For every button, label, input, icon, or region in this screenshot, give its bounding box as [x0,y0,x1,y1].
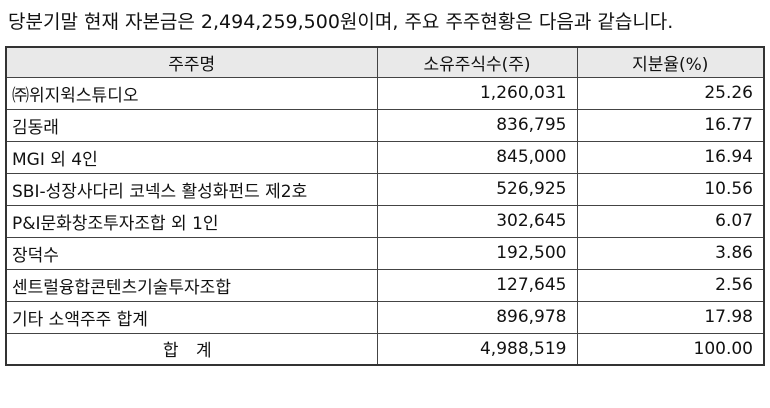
table-row: 기타 소액주주 합계 896,978 17.98 [5,300,765,334]
header-ownership-ratio: 지분율(%) [576,46,765,78]
table-row: 장덕수 192,500 3.86 [5,236,765,270]
table-row: ㈜위지윅스튜디오 1,260,031 25.26 [5,76,765,110]
table-row: P&I문화창조투자조합 외 1인 302,645 6.07 [5,204,765,238]
shareholder-name: MGI 외 4인 [5,140,378,174]
shareholder-table: 주주명 소유주식수(주) 지분율(%) ㈜위지윅스튜디오 1,260,031 2… [5,46,765,366]
table-header-row: 주주명 소유주식수(주) 지분율(%) [5,46,765,78]
shareholder-name: 센트럴융합콘텐츠기술투자조합 [5,268,378,302]
table-row: SBI-성장사다리 코넥스 활성화펀드 제2호 526,925 10.56 [5,172,765,206]
ownership-ratio: 17.98 [576,300,765,334]
shareholder-name: 기타 소액주주 합계 [5,300,378,334]
intro-text: 당분기말 현재 자본금은 2,494,259,500원이며, 주요 주주현황은 … [8,11,674,33]
total-row: 합 계 4,988,519 100.00 [5,332,765,366]
total-label: 합 계 [5,332,378,366]
ownership-ratio: 25.26 [576,76,765,110]
shares-owned: 836,795 [376,108,578,142]
header-shareholder-name: 주주명 [5,46,378,78]
shares-owned: 302,645 [376,204,578,238]
ownership-ratio: 6.07 [576,204,765,238]
ownership-ratio: 16.94 [576,140,765,174]
shares-owned: 127,645 [376,268,578,302]
shareholder-name: P&I문화창조투자조합 외 1인 [5,204,378,238]
shareholder-name: 장덕수 [5,236,378,270]
header-shares-owned: 소유주식수(주) [376,46,578,78]
ownership-ratio: 10.56 [576,172,765,206]
table-row: 센트럴융합콘텐츠기술투자조합 127,645 2.56 [5,268,765,302]
table-row: MGI 외 4인 845,000 16.94 [5,140,765,174]
ownership-ratio: 16.77 [576,108,765,142]
shares-owned: 192,500 [376,236,578,270]
shares-owned: 896,978 [376,300,578,334]
table-row: 김동래 836,795 16.77 [5,108,765,142]
ownership-ratio: 3.86 [576,236,765,270]
shareholder-name: SBI-성장사다리 코넥스 활성화펀드 제2호 [5,172,378,206]
shares-owned: 845,000 [376,140,578,174]
total-ratio: 100.00 [576,332,765,366]
shareholder-name: ㈜위지윅스튜디오 [5,76,378,110]
total-shares: 4,988,519 [376,332,578,366]
shareholder-name: 김동래 [5,108,378,142]
shares-owned: 1,260,031 [376,76,578,110]
shares-owned: 526,925 [376,172,578,206]
ownership-ratio: 2.56 [576,268,765,302]
